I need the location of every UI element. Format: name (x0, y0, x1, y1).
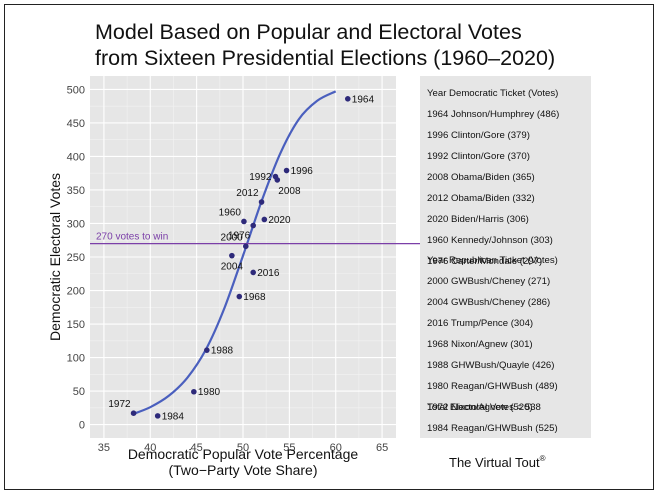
republican-ticket-row: 1984 Reagan/GHWBush (525) (427, 423, 558, 434)
chart-canvas: Model Based on Popular and Electoral Vot… (47, 20, 591, 478)
x-tick-label: 60 (330, 442, 342, 454)
point-1972 (130, 410, 137, 416)
y-tick-label: 350 (67, 185, 85, 197)
point-label-1984: 1984 (162, 411, 185, 422)
republican-ticket-row: 1972 Nixon/Agnew (520) (427, 402, 533, 413)
point-label-2016: 2016 (257, 268, 280, 279)
republican-list-header: Year Republican Ticket (Votes) (427, 255, 558, 266)
point-label-2000: 2000 (221, 232, 244, 243)
point-1996 (283, 167, 290, 174)
point-label-1996: 1996 (291, 166, 314, 177)
y-tick-label: 150 (67, 319, 85, 331)
point-label-2020: 2020 (268, 215, 291, 226)
democratic-list-header: Year Democratic Ticket (Votes) (427, 88, 558, 99)
point-label-1992: 1992 (249, 172, 272, 183)
model-curve (131, 90, 337, 416)
point-label-1988: 1988 (211, 346, 234, 357)
x-tick-labels: 35 40 45 50 55 60 65 (98, 442, 388, 454)
point-2000 (242, 243, 249, 250)
point-2004 (229, 252, 235, 259)
x-tick-label: 35 (98, 442, 110, 454)
x-axis-title-line-2: (Two−Party Vote Share) (168, 462, 317, 478)
republican-ticket-row: 2000 GWBush/Cheney (271) (427, 276, 550, 287)
chart-title-line-2: from Sixteen Presidential Elections (196… (95, 46, 555, 70)
republican-ticket-row: 1968 Nixon/Agnew (301) (427, 339, 533, 350)
data-points (130, 95, 351, 419)
republican-ticket-row: 1980 Reagan/GHWBush (489) (427, 381, 558, 392)
y-tick-labels: 0 50 100 150 200 250 300 350 400 450 500 (67, 84, 85, 431)
total-electoral-votes: Total Electoral Votes = 538 (427, 402, 541, 413)
point-label-1980: 1980 (198, 387, 221, 398)
point-2012 (258, 199, 265, 205)
credit-name: The Virtual Tout (449, 455, 540, 470)
republican-ticket-row: 2004 GWBush/Cheney (286) (427, 297, 550, 308)
point-label-2012: 2012 (236, 188, 259, 199)
y-tick-label: 100 (67, 353, 85, 365)
democratic-ticket-row: 1976 Carter/Mondale (297) (427, 256, 542, 267)
y-tick-label: 0 (79, 420, 85, 432)
chart-title-line-1: Model Based on Popular and Electoral Vot… (95, 20, 522, 44)
y-tick-label: 50 (73, 386, 85, 398)
threshold-label: 270 votes to win (96, 232, 168, 243)
point-label-1972: 1972 (108, 399, 131, 410)
republican-ticket-row: 2016 Trump/Pence (304) (427, 318, 533, 329)
democratic-ticket-row: 1992 Clinton/Gore (370) (427, 151, 530, 162)
figure-frame: Model Based on Popular and Electoral Vot… (4, 4, 654, 490)
y-tick-label: 300 (67, 218, 85, 230)
x-axis-title-line-1: Democratic Popular Vote Percentage (128, 446, 359, 462)
point-1960 (241, 218, 247, 225)
point-1984 (154, 413, 161, 419)
democratic-ticket-row: 1964 Johnson/Humphrey (486) (427, 109, 559, 120)
point-label-2004: 2004 (221, 262, 244, 273)
point-label-1976: 1976 (228, 230, 251, 241)
side-panel (420, 76, 591, 438)
republican-ticket-row: 1988 GHWBush/Quayle (426) (427, 360, 554, 371)
democratic-ticket-row: 2012 Obama/Biden (332) (427, 193, 535, 204)
point-2020 (261, 216, 268, 223)
point-1968 (236, 293, 243, 300)
credit-text: The Virtual Tout® (449, 454, 546, 470)
point-1964 (344, 95, 351, 102)
democratic-ticket-list: Year Democratic Ticket (Votes) 1964 Johns… (427, 88, 559, 267)
point-1980 (191, 388, 197, 395)
y-axis-title: Democratic Electoral Votes (47, 173, 63, 341)
point-1976 (250, 222, 256, 229)
democratic-ticket-row: 2020 Biden/Harris (306) (427, 214, 529, 225)
y-tick-label: 400 (67, 151, 85, 163)
x-tick-label: 50 (237, 442, 249, 454)
democratic-ticket-row: 1960 Kennedy/Johnson (303) (427, 235, 553, 246)
point-label-1968: 1968 (243, 292, 266, 303)
democratic-ticket-row: 1996 Clinton/Gore (379) (427, 130, 530, 141)
point-1988 (204, 347, 210, 353)
republican-ticket-list: Year Republican Ticket (Votes) 2000 GWBus… (427, 255, 558, 434)
point-2016 (250, 269, 256, 276)
grid-major (90, 76, 396, 438)
y-tick-label: 200 (67, 286, 85, 298)
y-tick-label: 250 (67, 252, 85, 264)
x-tick-label: 55 (283, 442, 295, 454)
y-tick-label: 500 (67, 84, 85, 96)
point-2008 (274, 177, 281, 183)
x-tick-label: 65 (376, 442, 388, 454)
point-label-1964: 1964 (352, 94, 375, 105)
x-tick-label: 40 (144, 442, 156, 454)
point-label-2008: 2008 (278, 186, 301, 197)
x-tick-label: 45 (191, 442, 203, 454)
registered-mark: ® (540, 454, 546, 463)
y-tick-label: 450 (67, 118, 85, 130)
point-label-1960: 1960 (219, 207, 242, 218)
democratic-ticket-row: 2008 Obama/Biden (365) (427, 172, 535, 183)
